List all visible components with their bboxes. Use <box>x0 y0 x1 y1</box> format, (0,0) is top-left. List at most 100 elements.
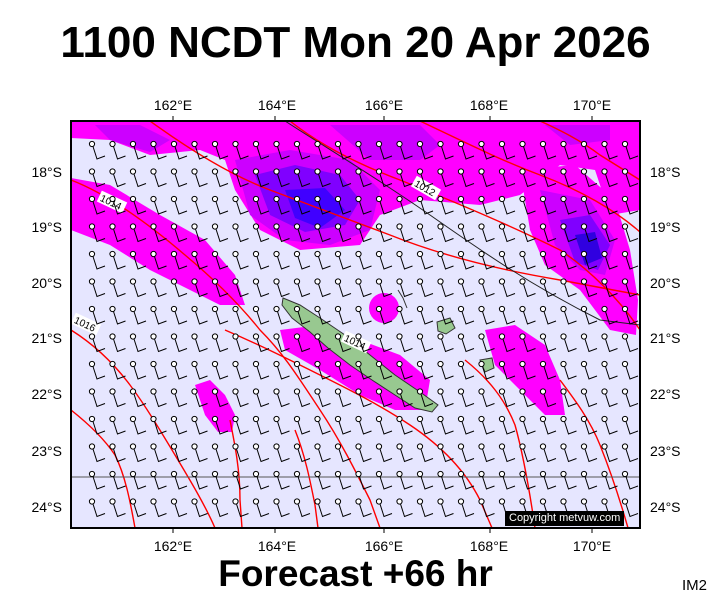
wind-barb-staff <box>277 338 290 353</box>
wind-barb-station <box>355 250 362 258</box>
wind-barb-staff <box>133 476 147 490</box>
wind-barb-station <box>580 415 588 423</box>
wind-barb-station <box>314 498 321 505</box>
wind-barb-station <box>88 470 96 478</box>
wind-barb-staff <box>133 448 147 463</box>
wind-barb-station <box>273 388 280 395</box>
wind-barb-staff <box>338 338 352 353</box>
wind-barb-staff <box>297 283 311 298</box>
wind-barb-staff <box>174 338 188 353</box>
wind-barb-staff <box>195 311 208 325</box>
wind-barb-staff <box>297 201 311 215</box>
wind-barb-station <box>314 333 321 340</box>
wind-barb-staff <box>113 228 126 243</box>
wind-barb-station <box>560 388 567 395</box>
wind-barb-station <box>334 388 342 395</box>
wind-barb-station <box>519 498 526 505</box>
wind-barb-station <box>457 333 465 340</box>
wind-barb-station <box>457 168 465 175</box>
wind-barb-staff <box>113 173 126 188</box>
wind-barb-staff <box>195 393 208 408</box>
wind-barb-station <box>129 415 137 423</box>
wind-barb-staff <box>379 338 393 353</box>
wind-barb-station <box>293 250 301 258</box>
wind-barb-staff <box>195 283 208 298</box>
wind-barb-staff <box>584 283 598 298</box>
wind-barb-station <box>334 250 342 258</box>
wind-barb-station <box>498 333 506 340</box>
wind-barb-staff <box>92 448 106 463</box>
wind-barb-station <box>580 333 588 340</box>
wind-barb-staff <box>625 448 639 463</box>
wind-barb-staff <box>236 173 249 188</box>
wind-barb-station <box>416 360 424 368</box>
wind-barb-staff <box>174 448 188 463</box>
wind-barb-staff <box>482 393 495 408</box>
wind-barb-staff <box>482 503 495 518</box>
isobar-5 <box>289 121 640 331</box>
wind-barb-staff <box>482 228 495 243</box>
isobar-8 <box>224 329 493 528</box>
wind-barb-station <box>437 470 444 478</box>
rain-blob-south <box>195 380 235 432</box>
wind-barb-station <box>375 305 383 313</box>
wind-barb-staff <box>359 256 372 270</box>
wind-barb-station <box>211 168 219 175</box>
wind-barb-staff <box>236 448 249 463</box>
wind-barb-staff <box>195 228 208 243</box>
isobar-12 <box>294 429 319 528</box>
wind-barb-staff <box>461 228 475 243</box>
wind-barb-station <box>498 388 506 395</box>
wind-barb-staff <box>584 448 598 463</box>
wind-barb-staff <box>318 283 331 298</box>
wind-barb-station <box>252 223 260 230</box>
wind-barb-staff <box>482 448 495 463</box>
wind-barb-station <box>314 470 321 478</box>
wind-barb-station <box>109 223 116 230</box>
wind-barb-staff <box>174 393 188 408</box>
wind-barb-station <box>314 388 321 395</box>
wind-barb-station <box>539 360 547 368</box>
wind-barb-staff <box>605 311 618 325</box>
wind-barb-station <box>457 140 465 148</box>
wind-barb-station <box>601 470 608 478</box>
wind-barb-station <box>191 195 198 203</box>
wind-barb-station <box>314 278 321 285</box>
wind-barb-staff <box>359 201 372 215</box>
wind-barb-staff <box>195 201 208 215</box>
wind-barb-station <box>498 223 506 230</box>
wind-barb-staff <box>523 448 536 463</box>
wind-barb-station <box>232 278 239 285</box>
wind-barb-station <box>232 168 239 175</box>
wind-barb-staff <box>584 256 598 270</box>
wind-barb-station <box>211 388 219 395</box>
wind-barb-staff <box>174 366 188 380</box>
wind-barb-staff <box>441 366 454 380</box>
wind-barb-station <box>539 223 547 230</box>
wind-barb-staff <box>605 256 618 270</box>
wind-barb-station <box>150 388 157 395</box>
isobar-9 <box>464 359 536 528</box>
wind-barb-station <box>437 278 444 285</box>
wind-barb-station <box>539 498 547 505</box>
wind-barb-staff <box>256 228 270 243</box>
wind-barb-staff <box>543 311 557 325</box>
wind-barb-staff <box>256 476 270 490</box>
wind-barb-station <box>88 498 96 505</box>
wind-barb-staff <box>420 448 434 463</box>
wind-barb-staff <box>461 173 475 188</box>
wind-barb-station <box>375 140 383 148</box>
wind-barb-station <box>457 415 465 423</box>
wind-barb-station <box>129 250 137 258</box>
wind-barb-staff <box>215 393 229 408</box>
wind-barb-station <box>478 360 485 368</box>
wind-barb-station <box>293 168 301 175</box>
wind-barb-station <box>334 415 342 423</box>
wind-barb-station <box>621 278 629 285</box>
wind-barb-staff <box>154 201 167 215</box>
wind-barb-station <box>109 140 116 148</box>
wind-barb-station <box>396 278 403 285</box>
wind-barb-staff <box>584 311 598 325</box>
wind-barb-staff <box>133 338 147 353</box>
wind-barb-station <box>580 195 588 203</box>
